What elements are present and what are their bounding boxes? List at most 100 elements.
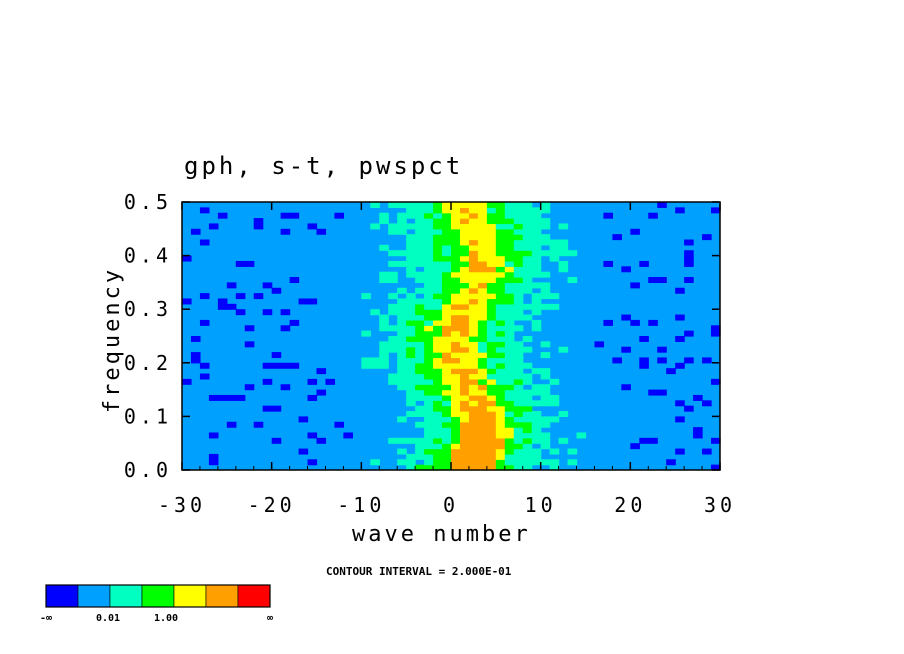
contour-cell bbox=[459, 244, 470, 251]
contour-cell bbox=[468, 298, 479, 305]
contour-cell bbox=[343, 432, 353, 439]
contour-cell bbox=[648, 437, 658, 444]
contour-cell bbox=[477, 373, 488, 380]
contour-cell bbox=[648, 212, 658, 219]
contour-cell bbox=[504, 405, 515, 412]
contour-cell bbox=[504, 352, 515, 359]
contour-cell bbox=[558, 346, 569, 353]
contour-cell bbox=[459, 416, 470, 423]
contour-cell bbox=[540, 384, 551, 391]
contour-cell bbox=[451, 373, 461, 380]
contour-cell bbox=[298, 416, 309, 423]
contour-cell bbox=[504, 453, 515, 460]
contour-cell bbox=[504, 202, 515, 208]
contour-cell bbox=[486, 378, 497, 385]
contour-cell bbox=[495, 384, 506, 391]
contour-cell bbox=[280, 309, 291, 316]
contour-cell bbox=[477, 298, 488, 305]
contour-cell bbox=[486, 432, 497, 439]
contour-cell bbox=[522, 405, 533, 412]
contour-cell bbox=[208, 432, 219, 439]
contour-cell bbox=[397, 357, 407, 364]
contour-cell bbox=[442, 373, 452, 380]
contour-cell bbox=[451, 400, 461, 407]
contour-cell bbox=[370, 357, 380, 364]
contour-cell bbox=[424, 298, 434, 305]
contour-cell bbox=[477, 266, 488, 273]
contour-cell bbox=[486, 352, 497, 359]
contour-cell bbox=[433, 282, 443, 289]
contour-cell bbox=[639, 362, 649, 369]
contour-cell bbox=[208, 394, 219, 401]
contour-cell bbox=[468, 459, 479, 466]
contour-cell bbox=[549, 303, 560, 310]
contour-cell bbox=[388, 250, 398, 257]
contour-cell bbox=[495, 352, 506, 359]
contour-cell bbox=[433, 373, 443, 380]
contour-cell bbox=[433, 378, 443, 385]
contour-cell bbox=[424, 319, 434, 326]
contour-cell bbox=[442, 405, 452, 412]
contour-cell bbox=[468, 266, 479, 273]
contour-cell bbox=[675, 362, 685, 369]
contour-cell bbox=[459, 437, 470, 444]
contour-cell bbox=[459, 405, 470, 412]
colorbar-label: -∞ bbox=[40, 613, 52, 624]
contour-cell bbox=[415, 368, 425, 375]
contour-cell bbox=[415, 325, 425, 332]
contour-cell bbox=[415, 234, 425, 241]
contour-cell bbox=[262, 282, 273, 289]
contour-field bbox=[182, 202, 721, 471]
chart-title: gph, s-t, pwspct bbox=[184, 152, 464, 180]
contour-cell bbox=[468, 448, 479, 455]
contour-cell bbox=[433, 309, 443, 316]
contour-cell bbox=[459, 362, 470, 369]
contour-cell bbox=[424, 453, 434, 460]
contour-cell bbox=[433, 287, 443, 294]
contour-cell bbox=[406, 357, 416, 364]
contour-cell bbox=[504, 309, 515, 316]
contour-cell bbox=[424, 228, 434, 235]
contour-cell bbox=[415, 260, 425, 267]
contour-cell bbox=[549, 416, 560, 423]
contour-cell bbox=[459, 303, 470, 310]
contour-cell bbox=[549, 459, 560, 466]
contour-cell bbox=[217, 298, 228, 305]
contour-cell bbox=[415, 223, 425, 230]
contour-cell bbox=[451, 255, 461, 262]
contour-cell bbox=[513, 282, 524, 289]
contour-cell bbox=[522, 260, 533, 267]
contour-cell bbox=[433, 234, 443, 241]
contour-cell bbox=[459, 212, 470, 219]
contour-cell bbox=[513, 277, 524, 283]
contour-cell bbox=[397, 309, 407, 316]
contour-cell bbox=[486, 223, 497, 230]
contour-cell bbox=[522, 373, 533, 380]
contour-cell bbox=[433, 346, 443, 353]
contour-cell bbox=[603, 260, 613, 267]
axis-ticks bbox=[181, 201, 721, 471]
contour-cell bbox=[486, 336, 497, 342]
contour-cell bbox=[504, 314, 515, 321]
contour-cell bbox=[442, 362, 452, 369]
contour-cell bbox=[271, 352, 282, 359]
contour-cell bbox=[486, 341, 497, 348]
contour-cell bbox=[459, 287, 470, 294]
contour-cell bbox=[442, 459, 452, 466]
contour-cell bbox=[388, 303, 398, 310]
x-tick-label: 20 bbox=[614, 493, 646, 517]
contour-cell bbox=[495, 443, 506, 450]
contour-cell bbox=[415, 255, 425, 262]
contour-cell bbox=[495, 416, 506, 423]
contour-cell bbox=[504, 394, 515, 401]
contour-cell bbox=[244, 384, 255, 391]
contour-cell bbox=[486, 218, 497, 225]
contour-cell bbox=[424, 384, 434, 391]
contour-cell bbox=[442, 303, 452, 310]
contour-cell bbox=[675, 448, 685, 455]
contour-cell bbox=[442, 202, 452, 208]
contour-cell bbox=[379, 341, 389, 348]
contour-cell bbox=[199, 293, 210, 300]
contour-cell bbox=[468, 384, 479, 391]
contour-cell bbox=[477, 346, 488, 353]
